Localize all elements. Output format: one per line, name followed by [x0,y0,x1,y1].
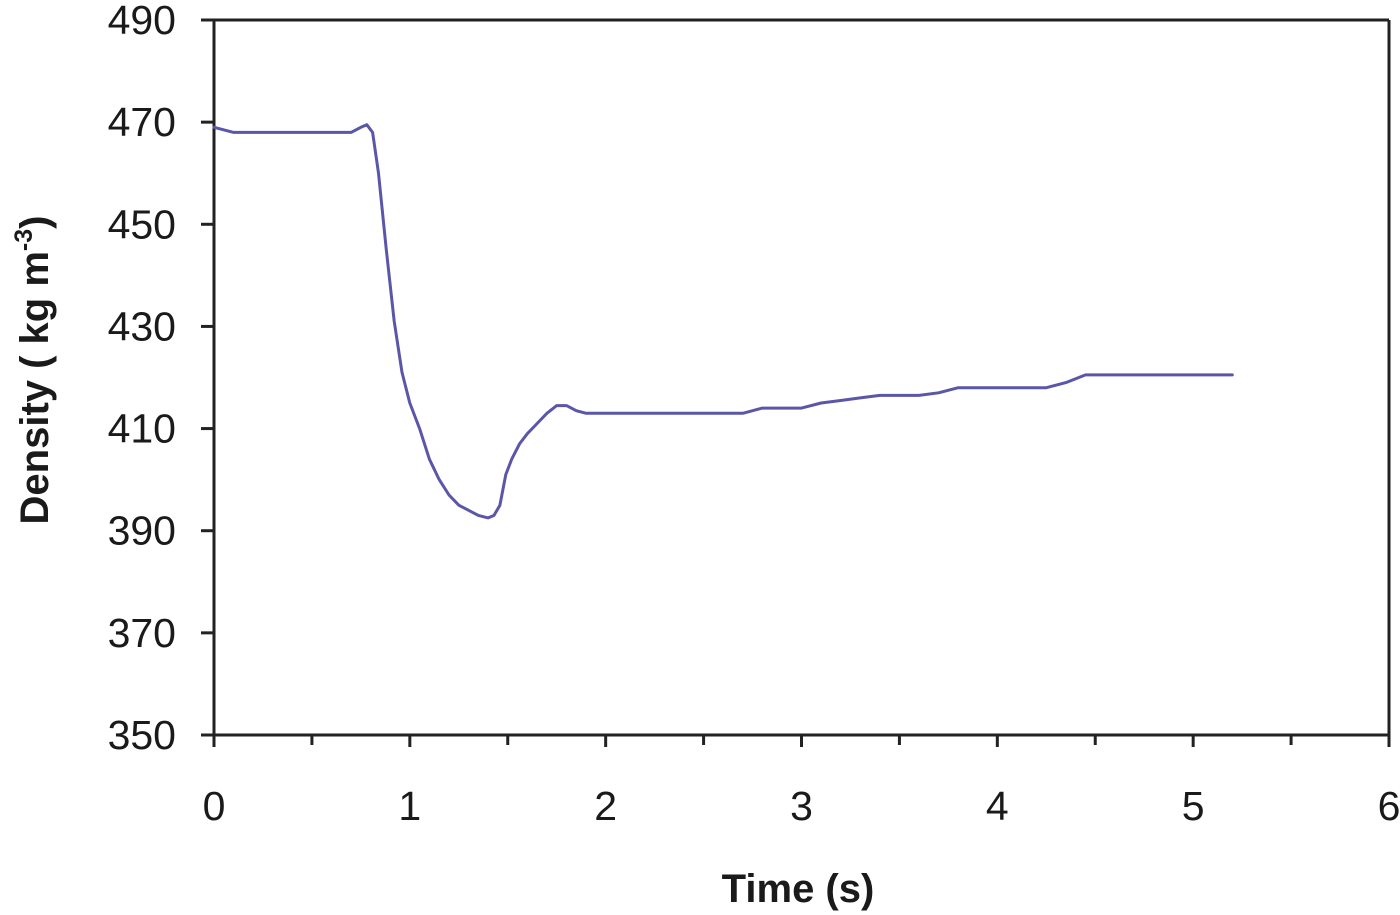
x-tick-label: 6 [1378,783,1400,829]
series-layer [212,123,1234,520]
x-axis-ticks: 0 1 2 3 4 5 6 [203,735,1400,829]
density-series-line [212,123,1234,520]
y-tick-label: 490 [108,0,176,43]
y-tick-label: 410 [108,406,176,452]
y-tick-label: 390 [108,508,176,554]
x-axis-title: Time (s) [722,867,875,911]
y-tick-label: 350 [108,712,176,758]
x-tick-label: 5 [1182,783,1205,829]
plot-frame [201,18,1391,744]
x-tick-label: 2 [594,783,617,829]
y-tick-label: 370 [108,610,176,656]
y-axis-ticks: 350 370 390 410 430 450 470 490 [108,0,214,758]
y-axis-title: Density ( kg m-3) [10,216,57,525]
y-axis-title-main: Density ( kg m [13,251,57,524]
y-tick-label: 470 [108,99,176,145]
x-tick-label: 3 [790,783,813,829]
y-tick-label: 430 [108,303,176,349]
y-axis-title-close: ) [13,216,57,229]
x-tick-label: 1 [398,783,421,829]
y-tick-label: 450 [108,201,176,247]
y-axis-title-exponent: -3 [10,229,38,251]
x-tick-label: 4 [986,783,1009,829]
x-tick-label: 0 [203,783,226,829]
